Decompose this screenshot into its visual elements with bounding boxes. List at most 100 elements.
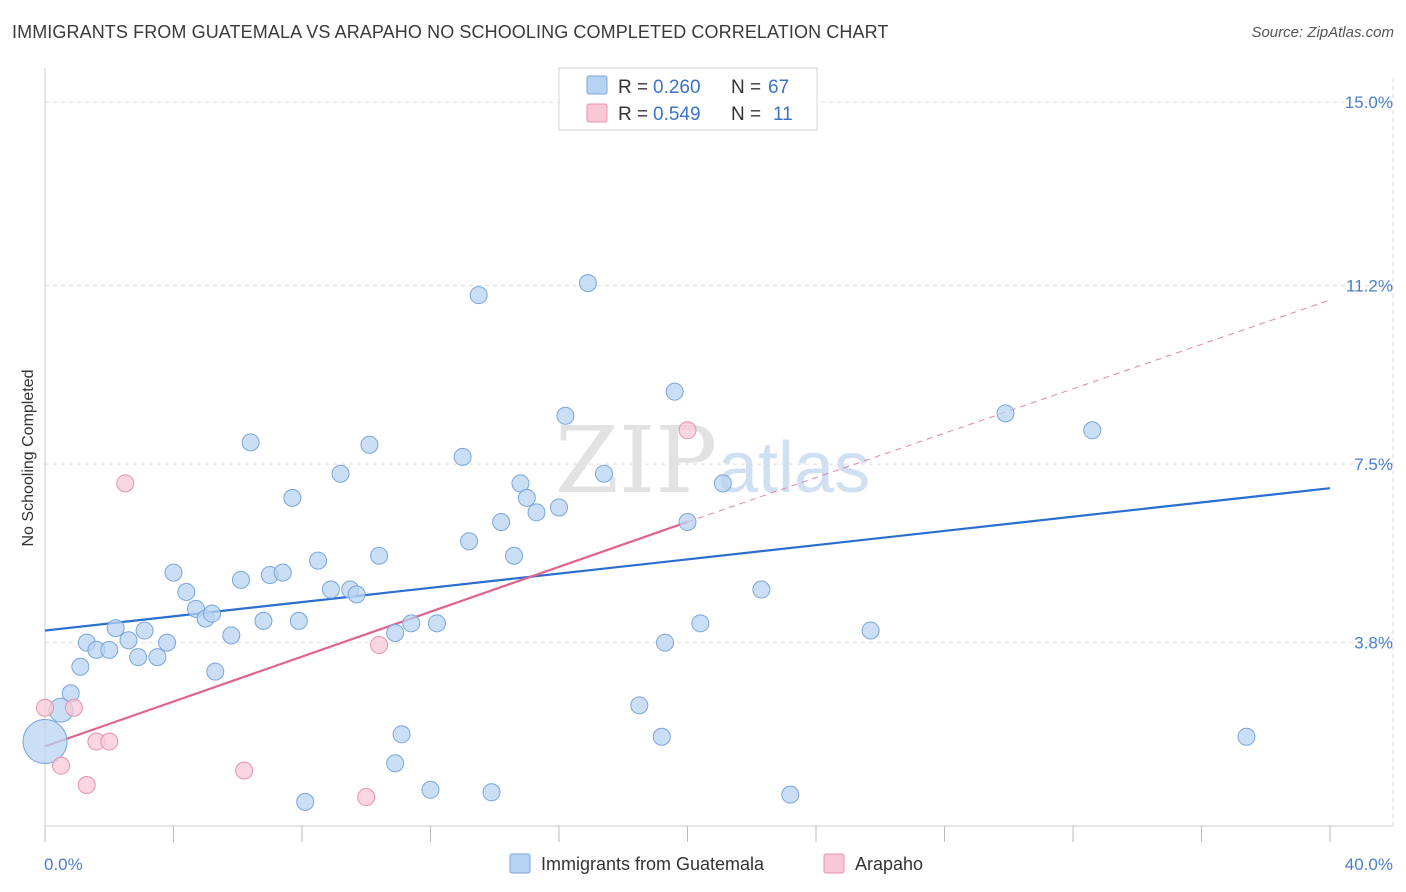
data-points: [22, 274, 1256, 811]
point-arapaho: [357, 788, 376, 807]
legend-r-label-2: R =: [618, 104, 648, 125]
legend-swatch-pink: [586, 103, 608, 123]
watermark: ZIP atlas: [555, 407, 870, 514]
grid-lines: [45, 78, 1394, 826]
point-guatemala: [630, 696, 649, 715]
trend-lines: [44, 299, 1331, 748]
point-guatemala: [164, 563, 183, 582]
point-guatemala: [203, 604, 222, 623]
point-guatemala: [177, 582, 196, 601]
point-guatemala: [713, 474, 732, 493]
legend-r-label-1: R =: [618, 77, 648, 98]
point-guatemala: [665, 382, 684, 401]
bottom-legend-swatch-pink: [823, 853, 845, 874]
bottom-legend-label-guatemala: Immigrants from Guatemala: [541, 854, 765, 874]
trend-line-arapaho: [44, 520, 688, 748]
point-guatemala: [556, 406, 575, 425]
point-guatemala: [594, 464, 613, 483]
point-guatemala: [1237, 727, 1256, 746]
point-guatemala: [347, 585, 366, 604]
legend: R = 0.260 N = 67 R = 0.549 N = 11: [558, 67, 818, 131]
point-guatemala: [492, 512, 511, 531]
point-guatemala: [460, 532, 479, 551]
y-tick-label: 11.2%: [1346, 277, 1393, 296]
source-label: Source: ZipAtlas.com: [1251, 24, 1394, 41]
legend-n-value-2: 11: [773, 104, 793, 125]
point-guatemala: [691, 614, 710, 633]
point-guatemala: [656, 633, 675, 652]
point-guatemala: [222, 626, 241, 645]
chart-title: IMMIGRANTS FROM GUATEMALA VS ARAPAHO NO …: [12, 22, 889, 42]
point-guatemala: [402, 614, 421, 633]
bottom-legend-swatch-blue: [509, 853, 531, 874]
point-guatemala: [752, 580, 771, 599]
legend-n-label-2: N =: [731, 104, 761, 125]
point-arapaho: [52, 756, 71, 775]
point-arapaho: [235, 761, 254, 780]
point-guatemala: [119, 631, 138, 650]
y-tick-label: 7.5%: [1354, 455, 1393, 474]
point-arapaho: [370, 636, 389, 655]
legend-n-value-1: 67: [768, 77, 789, 98]
point-guatemala: [370, 546, 389, 565]
point-guatemala: [678, 512, 697, 531]
x-tick-label: 40.0%: [1345, 855, 1393, 874]
point-arapaho: [116, 474, 135, 493]
bottom-legend: Immigrants from Guatemala Arapaho: [509, 853, 923, 874]
point-arapaho: [678, 421, 697, 440]
point-guatemala: [296, 792, 315, 811]
point-guatemala: [231, 570, 250, 589]
point-guatemala: [309, 551, 328, 570]
point-guatemala: [392, 725, 411, 744]
point-guatemala: [550, 498, 568, 517]
point-guatemala: [652, 727, 671, 746]
point-guatemala: [100, 640, 119, 659]
legend-r-value-2: 0.549: [653, 104, 701, 125]
point-arapaho: [64, 698, 83, 717]
point-guatemala: [527, 503, 546, 522]
y-tick-label: 3.8%: [1354, 634, 1393, 653]
point-guatemala: [781, 785, 800, 804]
point-guatemala: [22, 719, 68, 765]
point-guatemala: [321, 580, 340, 599]
trend-line-arapaho-extension: [687, 299, 1331, 523]
point-guatemala: [427, 614, 446, 633]
point-guatemala: [135, 621, 154, 640]
trend-line-guatemala: [44, 487, 1331, 632]
point-guatemala: [71, 657, 90, 676]
watermark-atlas: atlas: [718, 428, 870, 508]
point-guatemala: [331, 464, 350, 483]
point-arapaho: [77, 775, 96, 794]
point-guatemala: [386, 623, 405, 642]
point-guatemala: [505, 546, 524, 565]
point-guatemala: [578, 274, 597, 293]
tick-labels: 3.8% 7.5% 11.2% 15.0% 0.0% 40.0%: [44, 93, 1393, 874]
point-guatemala: [482, 783, 501, 802]
point-guatemala: [1083, 421, 1102, 440]
bottom-legend-label-arapaho: Arapaho: [855, 854, 923, 874]
legend-swatch-blue: [586, 75, 608, 95]
point-guatemala: [453, 447, 472, 466]
legend-n-label-1: N =: [731, 77, 761, 98]
point-guatemala: [254, 611, 273, 630]
point-guatemala: [386, 754, 405, 773]
point-guatemala: [517, 488, 536, 507]
y-tick-label: 15.0%: [1345, 93, 1393, 112]
point-guatemala: [158, 633, 177, 652]
x-tick-label: 0.0%: [44, 855, 83, 874]
point-guatemala: [360, 435, 379, 454]
point-guatemala: [206, 662, 225, 681]
point-guatemala: [283, 488, 302, 507]
y-axis-label: No Schooling Completed: [20, 370, 37, 547]
point-arapaho: [36, 698, 54, 717]
point-guatemala: [148, 648, 167, 667]
point-guatemala: [996, 404, 1015, 423]
point-guatemala: [289, 611, 308, 630]
point-guatemala: [106, 619, 125, 638]
point-guatemala: [861, 621, 880, 640]
point-guatemala: [241, 433, 260, 452]
point-arapaho: [100, 732, 119, 751]
legend-r-value-1: 0.260: [653, 77, 701, 98]
point-guatemala: [273, 563, 292, 582]
